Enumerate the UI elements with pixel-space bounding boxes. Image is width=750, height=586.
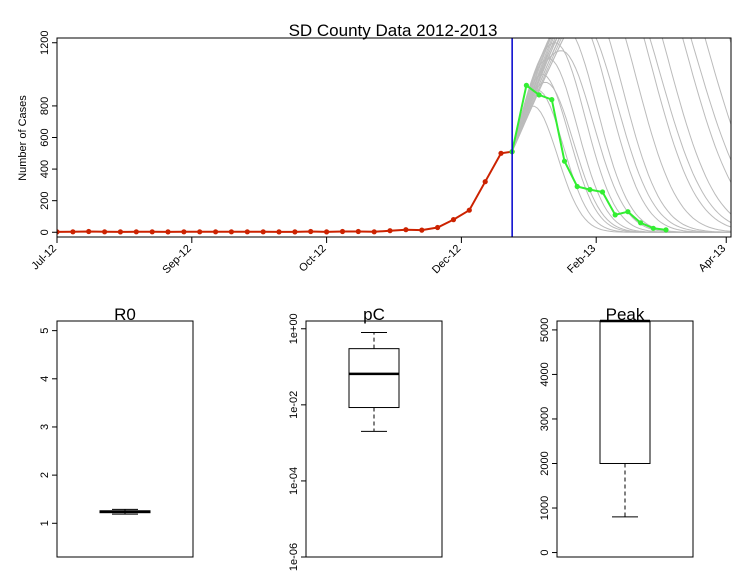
ensemble-curve (511, 38, 565, 152)
y-tick-label: 0 (539, 549, 551, 555)
observed-series-point (213, 229, 219, 235)
observed-series-point (308, 228, 314, 235)
observed-series-point (355, 228, 361, 235)
y-tick-label: 400 (39, 160, 51, 178)
ensemble-curve (511, 38, 731, 224)
peak-boxplot-panel: Peak 0 1000 2000 3000 4000 5000 (539, 305, 694, 558)
y-tick-label: 1 (39, 520, 51, 526)
observed-series-point (435, 224, 441, 231)
ensemble-curve (511, 38, 731, 233)
held-out-series-point (638, 220, 644, 226)
y-tick-label: 3 (39, 424, 51, 430)
ensemble-curve (511, 38, 563, 152)
ensemble-curve (511, 50, 731, 233)
y-tick-label: 5000 (539, 318, 551, 342)
x-tick-label: Apr-13 (697, 243, 729, 275)
held-out-series-point (587, 187, 593, 193)
observed-series-point (197, 229, 203, 235)
pc-boxplot-panel: pC 1e-06 1e-04 1e-02 1e+00 (288, 305, 443, 571)
held-out-series-point (625, 209, 631, 215)
y-tick-label: 1e-06 (288, 543, 300, 571)
observed-series-point (339, 228, 346, 235)
plot-frame (56, 320, 194, 558)
ensemble-curve (511, 74, 731, 233)
observed-series-point (292, 229, 298, 235)
observed-series-point (70, 229, 76, 235)
ensemble-curve (511, 38, 731, 233)
y-tick-label: 200 (39, 191, 51, 209)
observed-series-point (86, 228, 92, 235)
y-tick-label: 4000 (539, 362, 551, 386)
held-out-series-point (536, 92, 542, 98)
ensemble-curve (511, 38, 731, 215)
y-tick-label: 2000 (539, 451, 551, 475)
plot-lines (57, 38, 731, 235)
y-axis-label: Number of Cases (17, 95, 29, 181)
box-iqr (348, 348, 400, 409)
observed-series-point (244, 229, 250, 235)
y-tick-label: 1e-02 (288, 391, 300, 419)
observed-series-point (133, 229, 139, 235)
observed-series-point (57, 229, 60, 235)
observed-series-point (419, 227, 425, 233)
x-tick-label: Jul-12 (29, 243, 59, 273)
y-tick-label: 1000 (539, 496, 551, 520)
x-tick-label: Feb-13 (565, 243, 598, 276)
ensemble-curve (511, 38, 731, 161)
y-tick-label: 4 (39, 376, 51, 382)
ensemble-curve (511, 38, 731, 228)
y-tick-label: 0 (39, 229, 51, 235)
held-out-series-point (561, 158, 568, 164)
observed-series-point (260, 229, 266, 235)
plot-frame (56, 37, 732, 238)
observed-series-point (466, 207, 472, 213)
y-tick-label: 5 (39, 328, 51, 334)
observed-series-point (324, 229, 330, 235)
observed-series-point (165, 229, 171, 235)
y-tick-label: 800 (39, 97, 51, 115)
peak-title: Peak (606, 305, 645, 324)
observed-series-point (482, 179, 488, 185)
observed-series-point (228, 229, 234, 235)
observed-series-point (387, 228, 393, 234)
box-iqr (599, 320, 651, 464)
held-out-series-point (650, 225, 656, 231)
observed-series-point (371, 229, 377, 235)
pc-title: pC (363, 305, 385, 324)
y-tick-label: 600 (39, 128, 51, 146)
y-tick-label: 1e+00 (288, 313, 300, 344)
observed-series-point (276, 229, 282, 235)
y-tick-label: 1200 (39, 30, 51, 54)
observed-series-line (57, 150, 513, 233)
x-tick-label: Dec-12 (430, 243, 464, 277)
main-title: SD County Data 2012-2013 (289, 21, 498, 40)
observed-series-point (450, 217, 457, 223)
plot-frame (556, 320, 694, 558)
observed-series-point (102, 229, 108, 235)
held-out-series-point (612, 212, 618, 218)
held-out-series-point (599, 189, 606, 195)
y-tick-label: 3000 (539, 407, 551, 431)
observed-series-point (149, 229, 155, 235)
x-tick-label: Oct-12 (297, 243, 329, 275)
held-out-series-point (663, 227, 669, 233)
ensemble-curve (511, 38, 731, 232)
r0-title: R0 (114, 305, 136, 324)
cases-time-series-panel: SD County Data 2012-2013 Number of Cases… (17, 21, 732, 277)
observed-series-point (498, 150, 504, 156)
held-out-series-point (574, 183, 580, 190)
r0-boxplot-panel: R0 1 2 3 4 5 (39, 305, 194, 558)
ensemble-curve (511, 89, 731, 233)
observed-series-point (403, 227, 409, 233)
held-out-series-point (549, 97, 555, 103)
held-out-series-point (523, 82, 530, 88)
y-tick-label: 1e-04 (288, 467, 300, 495)
x-tick-label: Sep-12 (160, 243, 194, 277)
ensemble-curve (511, 38, 731, 183)
plot-frame (305, 320, 443, 558)
y-tick-label: 2 (39, 472, 51, 478)
observed-series-point (117, 229, 123, 235)
observed-series-point (181, 229, 187, 235)
